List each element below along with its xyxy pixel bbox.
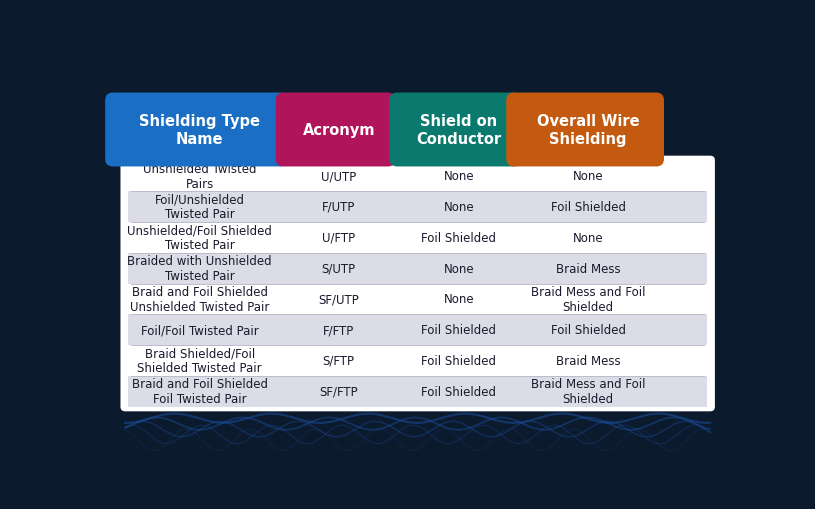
- Text: F/UTP: F/UTP: [322, 201, 355, 214]
- Text: Foil Shielded: Foil Shielded: [421, 354, 496, 367]
- Text: Foil/Foil Twisted Pair: Foil/Foil Twisted Pair: [141, 324, 258, 336]
- FancyBboxPatch shape: [128, 376, 707, 407]
- Text: None: None: [443, 262, 474, 275]
- Text: Braid Mess: Braid Mess: [556, 262, 620, 275]
- Text: Foil Shielded: Foil Shielded: [421, 385, 496, 398]
- Text: Foil Shielded: Foil Shielded: [551, 324, 626, 336]
- Text: SF/UTP: SF/UTP: [319, 293, 359, 306]
- Text: None: None: [573, 232, 604, 244]
- FancyBboxPatch shape: [105, 93, 289, 167]
- Text: Shield on
Conductor: Shield on Conductor: [416, 114, 501, 147]
- Text: Braid Mess and Foil
Shielded: Braid Mess and Foil Shielded: [531, 378, 645, 406]
- Text: Braid Mess and Foil
Shielded: Braid Mess and Foil Shielded: [531, 286, 645, 313]
- Text: Braid and Foil Shielded
Foil Twisted Pair: Braid and Foil Shielded Foil Twisted Pai…: [132, 378, 268, 406]
- Text: SF/FTP: SF/FTP: [319, 385, 358, 398]
- Text: Braid Mess: Braid Mess: [556, 354, 620, 367]
- Text: Foil Shielded: Foil Shielded: [421, 324, 496, 336]
- Text: Foil Shielded: Foil Shielded: [551, 201, 626, 214]
- Text: S/FTP: S/FTP: [323, 354, 355, 367]
- Text: Braided with Unshielded
Twisted Pair: Braided with Unshielded Twisted Pair: [127, 254, 272, 282]
- FancyBboxPatch shape: [128, 192, 707, 222]
- FancyBboxPatch shape: [121, 156, 715, 411]
- Text: Braid Shielded/Foil
Shielded Twisted Pair: Braid Shielded/Foil Shielded Twisted Pai…: [138, 347, 262, 375]
- Text: None: None: [443, 170, 474, 183]
- Text: Overall Wire
Shielding: Overall Wire Shielding: [537, 114, 640, 147]
- Text: S/UTP: S/UTP: [322, 262, 356, 275]
- Text: Braid and Foil Shielded
Unshielded Twisted Pair: Braid and Foil Shielded Unshielded Twist…: [130, 286, 270, 313]
- FancyBboxPatch shape: [506, 93, 664, 167]
- Text: Foil/Unshielded
Twisted Pair: Foil/Unshielded Twisted Pair: [155, 193, 244, 221]
- Text: F/FTP: F/FTP: [323, 324, 355, 336]
- Text: None: None: [443, 293, 474, 306]
- FancyBboxPatch shape: [275, 93, 395, 167]
- Text: Unshielded Twisted
Pairs: Unshielded Twisted Pairs: [143, 162, 257, 190]
- Text: Unshielded/Foil Shielded
Twisted Pair: Unshielded/Foil Shielded Twisted Pair: [127, 224, 272, 252]
- Text: Foil Shielded: Foil Shielded: [421, 232, 496, 244]
- Text: U/UTP: U/UTP: [321, 170, 356, 183]
- Text: U/FTP: U/FTP: [322, 232, 355, 244]
- Text: None: None: [443, 201, 474, 214]
- FancyBboxPatch shape: [390, 93, 522, 167]
- Text: Acronym: Acronym: [302, 123, 375, 138]
- Text: None: None: [573, 170, 604, 183]
- Text: Shielding Type
Name: Shielding Type Name: [139, 114, 260, 147]
- FancyBboxPatch shape: [128, 315, 707, 346]
- FancyBboxPatch shape: [128, 253, 707, 284]
